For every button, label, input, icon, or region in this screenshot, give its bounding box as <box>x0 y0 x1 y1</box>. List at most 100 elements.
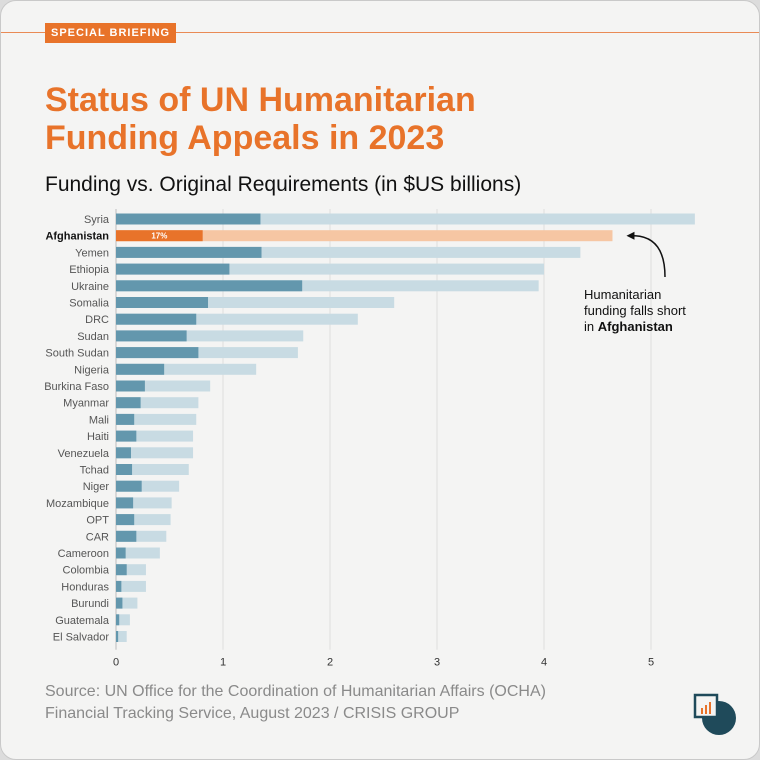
bar-funded <box>116 230 203 242</box>
highlight-percent-label: 17% <box>151 232 167 241</box>
category-label: Syria <box>84 214 110 226</box>
bar-requirement <box>116 447 194 459</box>
category-label: Burundi <box>71 598 109 610</box>
bar-funded <box>116 313 197 325</box>
category-label: Nigeria <box>74 364 110 376</box>
category-label: Haiti <box>87 431 109 443</box>
bar-funded <box>116 347 199 359</box>
category-label: Tchad <box>80 465 109 477</box>
x-tick-label: 2 <box>327 657 333 669</box>
bar-funded <box>116 297 209 308</box>
x-tick-label: 5 <box>648 657 654 669</box>
header-rule <box>1 32 759 33</box>
source-line-1: Source: UN Office for the Coordination o… <box>45 683 546 700</box>
bar-requirement <box>116 230 613 242</box>
bar-funded <box>116 363 165 375</box>
bar-requirement <box>116 246 581 258</box>
bar-requirement <box>116 580 146 592</box>
x-tick-label: 1 <box>220 657 226 669</box>
category-label: Myanmar <box>63 398 109 410</box>
annotation-text-line-1: Humanitarian <box>584 287 661 302</box>
bar-funded <box>116 497 134 509</box>
bar-requirement <box>116 631 127 642</box>
bar-requirement <box>116 347 298 359</box>
source-note: Source: UN Office for the Coordination o… <box>45 681 645 725</box>
category-label: Niger <box>83 481 110 493</box>
annotation-arrowhead <box>626 231 635 240</box>
bar-funded <box>116 280 303 292</box>
category-label: Cameroon <box>58 548 109 560</box>
bar-funded <box>116 547 126 559</box>
category-label: Yemen <box>75 247 109 259</box>
category-label: Venezuela <box>58 448 110 460</box>
chart-subtitle: Funding vs. Original Requirements (in $U… <box>45 173 522 196</box>
bar-funded <box>116 464 133 475</box>
category-label: Somalia <box>69 298 110 310</box>
category-label: Mozambique <box>46 498 109 510</box>
category-label: El Salvador <box>53 632 110 644</box>
bar-funded <box>116 263 230 275</box>
bar-funded <box>116 530 137 542</box>
annotation-prefix: in <box>584 319 598 334</box>
source-line-2: Financial Tracking Service, August 2023 … <box>45 705 460 722</box>
x-tick-label: 4 <box>541 657 547 669</box>
bar-funded <box>116 597 123 609</box>
category-label: Mali <box>89 414 109 426</box>
bar-funded <box>116 480 142 492</box>
bar-funded <box>116 330 187 342</box>
bar-funded <box>116 614 120 626</box>
bar-requirement <box>116 330 304 342</box>
special-briefing-badge: SPECIAL BRIEFING <box>45 23 177 43</box>
category-label: Ukraine <box>71 281 109 293</box>
bar-requirement <box>116 514 171 526</box>
bar-requirement <box>116 597 138 609</box>
bar-funded <box>116 564 127 576</box>
category-label: Sudan <box>77 331 109 343</box>
bar-requirement <box>116 464 189 475</box>
category-label: OPT <box>86 515 109 527</box>
title-line-2: Funding Appeals in 2023 <box>45 119 445 157</box>
category-label: DRC <box>85 314 109 326</box>
bar-funded <box>116 380 145 392</box>
bar-requirement <box>116 564 146 576</box>
page-title: Status of UN Humanitarian Funding Appeal… <box>45 81 605 157</box>
bar-requirement <box>116 263 544 275</box>
category-label: CAR <box>86 531 109 543</box>
annotation-text-line-2: funding falls short <box>584 303 686 318</box>
bar-requirement <box>116 530 167 542</box>
annotation-arrow <box>632 234 666 278</box>
bar-funded <box>116 397 141 409</box>
crisis-group-logo-icon <box>693 693 736 735</box>
bar-funded <box>116 413 135 425</box>
bar-requirement <box>116 363 257 375</box>
category-label: Burkina Faso <box>44 381 109 393</box>
annotation-text-line-3: in Afghanistan <box>584 319 673 334</box>
bar-funded <box>116 514 135 526</box>
bar-requirement <box>116 313 358 325</box>
bar-requirement <box>116 213 695 225</box>
bar-requirement <box>116 547 160 559</box>
category-label: Colombia <box>63 565 110 577</box>
x-tick-label: 3 <box>434 657 440 669</box>
annotation-country: Afghanistan <box>598 319 673 334</box>
bar-requirement <box>116 497 172 509</box>
bar-funded <box>116 246 262 258</box>
category-label: Afghanistan <box>45 231 109 243</box>
bar-requirement <box>116 280 539 292</box>
category-label: Ethiopia <box>69 264 110 276</box>
bar-funded <box>116 213 261 225</box>
bar-funded <box>116 447 131 459</box>
bar-requirement <box>116 480 180 492</box>
bar-funded <box>116 631 119 642</box>
category-label: South Sudan <box>45 348 109 360</box>
bar-funded <box>116 430 137 442</box>
bar-requirement <box>116 397 199 409</box>
bar-funded <box>116 580 122 592</box>
category-label: Guatemala <box>55 615 110 627</box>
bar-requirement <box>116 380 211 392</box>
funding-bar-chart: 0 1 2 3 4 5 Syria Afghanistan 17% Yemen Ethiopia Uk… <box>44 209 695 669</box>
category-label: Honduras <box>61 581 109 593</box>
bar-requirement <box>116 614 130 626</box>
title-line-1: Status of UN Humanitarian <box>45 81 476 119</box>
